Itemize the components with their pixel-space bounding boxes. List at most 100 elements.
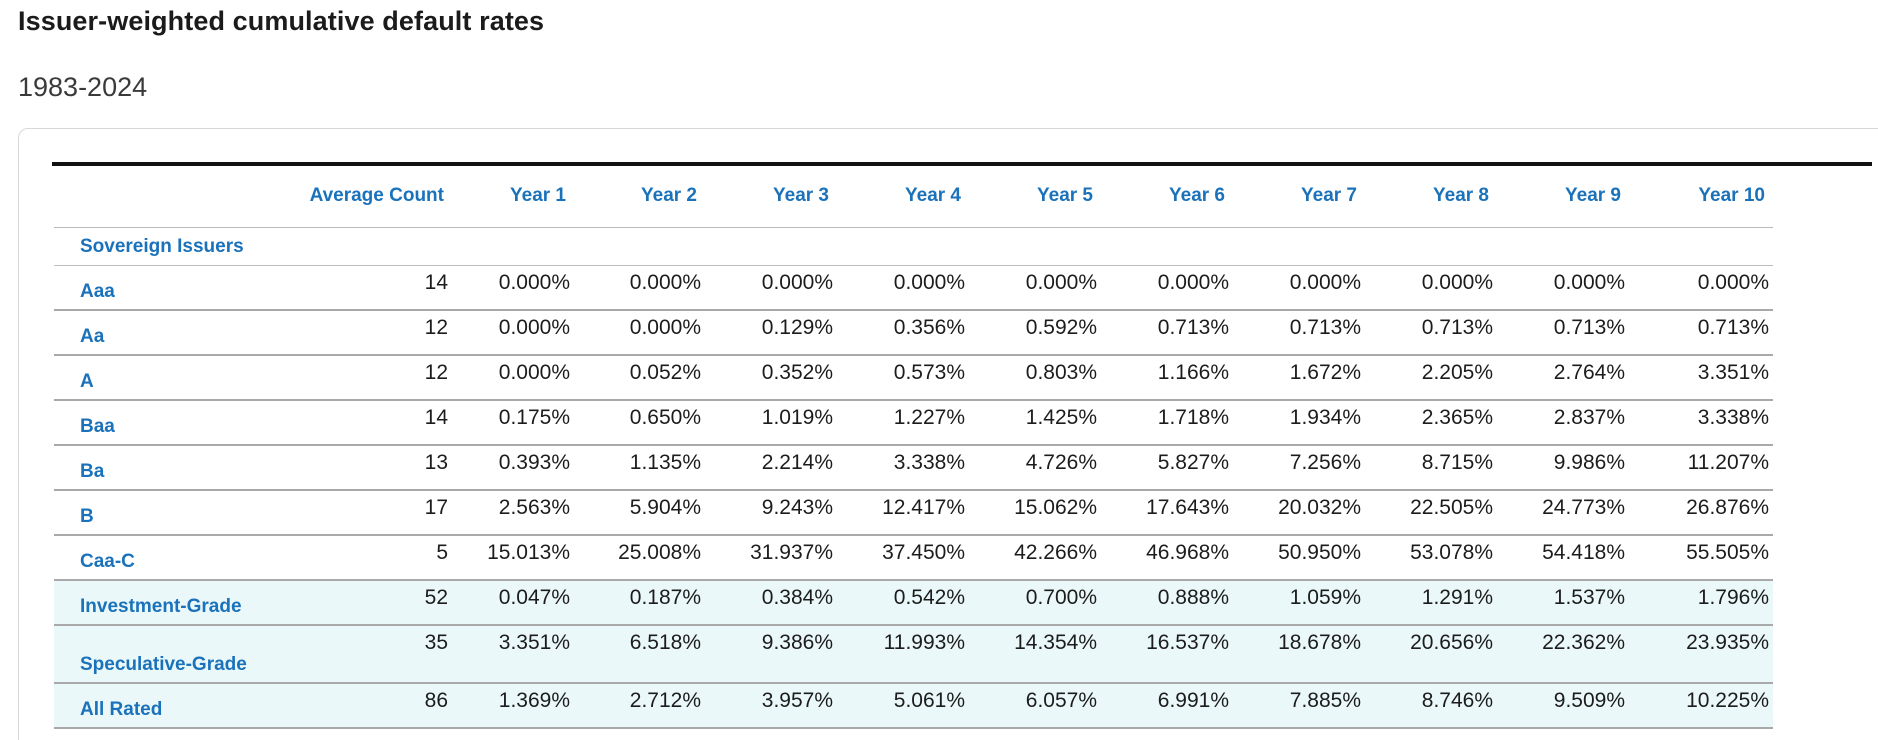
table-row: Ba 13 0.393% 1.135% 2.214% 3.338% 4.726% 5.827%… <box>54 445 1773 491</box>
row-label: Ba <box>54 445 292 491</box>
column-header-year-2: Year 2 <box>574 166 705 228</box>
average-count-cell: 13 <box>292 445 452 491</box>
table-row: Caa-C 5 15.013% 25.008% 31.937% 37.450% 42.266… <box>54 535 1773 581</box>
year-3-cell: 0.384% <box>705 580 837 626</box>
column-header-average-count: Average Count <box>292 166 452 228</box>
table-card: Average Count Year 1 Year 2 Year 3 Year … <box>18 128 1878 740</box>
year-8-cell: 1.291% <box>1365 580 1497 626</box>
year-10-cell: 11.207% <box>1629 445 1773 491</box>
year-1-cell: 2.563% <box>452 490 574 536</box>
average-count-cell: 52 <box>292 580 452 626</box>
table-row: Speculative-Grade 35 3.351% 6.518% 9.386% 11.… <box>54 625 1773 684</box>
year-5-cell: 14.354% <box>969 625 1101 684</box>
year-6-cell: 0.713% <box>1101 310 1233 356</box>
table-row: All Rated 86 1.369% 2.712% 3.957% 5.061% 6.057… <box>54 683 1773 729</box>
year-9-cell: 9.509% <box>1497 683 1629 729</box>
year-5-cell: 4.726% <box>969 445 1101 491</box>
row-label: All Rated <box>54 683 292 729</box>
year-4-cell: 11.993% <box>837 625 969 684</box>
year-2-cell: 1.135% <box>574 445 705 491</box>
section-label: Sovereign Issuers <box>54 227 292 266</box>
year-4-cell: 0.542% <box>837 580 969 626</box>
table-header: Average Count Year 1 Year 2 Year 3 Year … <box>54 166 1773 228</box>
average-count-cell: 86 <box>292 683 452 729</box>
year-10-cell: 0.713% <box>1629 310 1773 356</box>
year-8-cell: 0.713% <box>1365 310 1497 356</box>
year-10-cell: 0.000% <box>1629 265 1773 311</box>
year-8-cell: 8.746% <box>1365 683 1497 729</box>
page-title: Issuer-weighted cumulative default rates <box>18 6 545 36</box>
year-7-cell: 1.059% <box>1233 580 1365 626</box>
year-2-cell: 25.008% <box>574 535 705 581</box>
year-9-cell: 22.362% <box>1497 625 1629 684</box>
year-4-cell: 5.061% <box>837 683 969 729</box>
row-label: Caa-C <box>54 535 292 581</box>
year-3-cell: 0.352% <box>705 355 837 401</box>
year-2-cell: 0.000% <box>574 310 705 356</box>
year-2-cell: 6.518% <box>574 625 705 684</box>
row-label: B <box>54 490 292 536</box>
column-header-year-1: Year 1 <box>452 166 574 228</box>
row-label: A <box>54 355 292 401</box>
year-2-cell: 0.650% <box>574 400 705 446</box>
year-9-cell: 24.773% <box>1497 490 1629 536</box>
year-10-cell: 23.935% <box>1629 625 1773 684</box>
page-subtitle: 1983-2024 <box>18 72 148 102</box>
year-8-cell: 22.505% <box>1365 490 1497 536</box>
average-count-cell: 14 <box>292 400 452 446</box>
year-1-cell: 0.393% <box>452 445 574 491</box>
year-1-cell: 0.047% <box>452 580 574 626</box>
year-3-cell: 1.019% <box>705 400 837 446</box>
year-1-cell: 3.351% <box>452 625 574 684</box>
average-count-cell: 17 <box>292 490 452 536</box>
year-5-cell: 1.425% <box>969 400 1101 446</box>
year-2-cell: 0.000% <box>574 265 705 311</box>
header-row: Average Count Year 1 Year 2 Year 3 Year … <box>54 166 1773 228</box>
year-2-cell: 0.187% <box>574 580 705 626</box>
table-top-rule <box>52 162 1872 166</box>
default-rates-table: Average Count Year 1 Year 2 Year 3 Year … <box>54 166 1773 729</box>
row-label: Investment-Grade <box>54 580 292 626</box>
year-9-cell: 0.000% <box>1497 265 1629 311</box>
year-7-cell: 0.000% <box>1233 265 1365 311</box>
year-4-cell: 1.227% <box>837 400 969 446</box>
year-4-cell: 3.338% <box>837 445 969 491</box>
column-header-year-7: Year 7 <box>1233 166 1365 228</box>
year-10-cell: 55.505% <box>1629 535 1773 581</box>
column-header-year-10: Year 10 <box>1629 166 1773 228</box>
average-count-cell: 12 <box>292 310 452 356</box>
year-7-cell: 1.672% <box>1233 355 1365 401</box>
year-7-cell: 1.934% <box>1233 400 1365 446</box>
year-1-cell: 0.000% <box>452 310 574 356</box>
column-header-year-9: Year 9 <box>1497 166 1629 228</box>
year-5-cell: 0.803% <box>969 355 1101 401</box>
column-header-year-8: Year 8 <box>1365 166 1497 228</box>
year-8-cell: 20.656% <box>1365 625 1497 684</box>
year-2-cell: 5.904% <box>574 490 705 536</box>
year-8-cell: 0.000% <box>1365 265 1497 311</box>
row-label: Aaa <box>54 265 292 311</box>
table-row: Aaa 14 0.000% 0.000% 0.000% 0.000% 0.000% 0.000… <box>54 265 1773 311</box>
year-4-cell: 0.000% <box>837 265 969 311</box>
average-count-cell: 12 <box>292 355 452 401</box>
year-10-cell: 10.225% <box>1629 683 1773 729</box>
year-3-cell: 0.000% <box>705 265 837 311</box>
year-7-cell: 0.713% <box>1233 310 1365 356</box>
column-header-year-4: Year 4 <box>837 166 969 228</box>
year-5-cell: 15.062% <box>969 490 1101 536</box>
year-3-cell: 2.214% <box>705 445 837 491</box>
year-1-cell: 15.013% <box>452 535 574 581</box>
year-7-cell: 18.678% <box>1233 625 1365 684</box>
table-row: A 12 0.000% 0.052% 0.352% 0.573% 0.803% 1.166% 1… <box>54 355 1773 401</box>
year-6-cell: 0.000% <box>1101 265 1233 311</box>
column-header-year-5: Year 5 <box>969 166 1101 228</box>
table-body: Sovereign Issuers Aaa 14 0.000% 0.000% 0.000… <box>54 227 1773 729</box>
year-6-cell: 1.718% <box>1101 400 1233 446</box>
year-4-cell: 12.417% <box>837 490 969 536</box>
table-row: Baa 14 0.175% 0.650% 1.019% 1.227% 1.425% 1.718… <box>54 400 1773 446</box>
year-4-cell: 37.450% <box>837 535 969 581</box>
year-9-cell: 54.418% <box>1497 535 1629 581</box>
year-8-cell: 53.078% <box>1365 535 1497 581</box>
year-8-cell: 8.715% <box>1365 445 1497 491</box>
table-row: Aa 12 0.000% 0.000% 0.129% 0.356% 0.592% 0.713%… <box>54 310 1773 356</box>
